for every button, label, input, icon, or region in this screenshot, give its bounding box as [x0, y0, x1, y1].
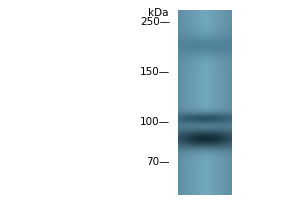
Text: 100—: 100—: [140, 117, 170, 127]
Text: 250—: 250—: [140, 17, 170, 27]
Text: 70—: 70—: [146, 157, 170, 167]
Text: 150—: 150—: [140, 67, 170, 77]
Text: kDa: kDa: [148, 8, 169, 18]
